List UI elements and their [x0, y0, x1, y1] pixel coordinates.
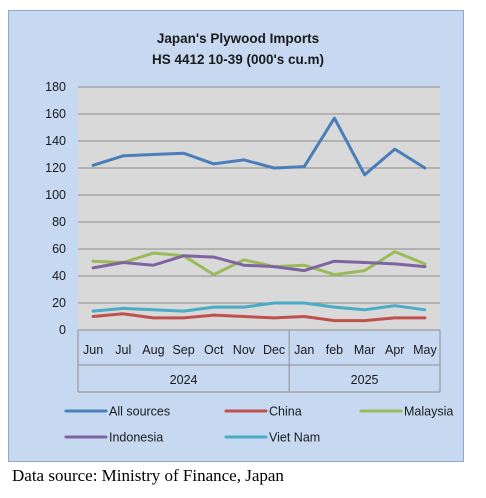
x-tick-label: Jul — [115, 343, 131, 357]
x-tick-label: Nov — [233, 343, 256, 357]
data-source-note: Data source: Ministry of Finance, Japan — [12, 466, 284, 485]
legend-label-viet-nam: Viet Nam — [269, 431, 320, 445]
x-tick-label: feb — [326, 343, 343, 357]
chart-subtitle: HS 4412 10-39 (000's cu.m) — [152, 52, 324, 67]
series-lines — [91, 116, 427, 323]
x-tick-label: May — [413, 343, 437, 357]
axes: 0 20 40 60 80 100 120 140 160 180 Jun Jul Aug Sep Oct N… — [45, 80, 441, 393]
x-tick-label: Dec — [263, 343, 285, 357]
series-line-viet-nam — [91, 301, 427, 313]
line-chart: Japan's Plywood Imports HS 4412 10-39 (0… — [45, 31, 453, 445]
legend-label-malaysia: Malaysia — [404, 405, 453, 419]
x-group-label: 2024 — [170, 373, 198, 387]
x-tick-label: Sep — [172, 343, 194, 357]
legend-label-indonesia: Indonesia — [109, 431, 163, 445]
y-tick-label: 100 — [45, 188, 66, 202]
series-line-china — [91, 312, 427, 323]
x-tick-label: Aug — [142, 343, 164, 357]
series-line-malaysia — [91, 250, 427, 277]
y-tick-label: 60 — [52, 242, 66, 256]
x-tick-label: Oct — [204, 343, 224, 357]
legend-label-china: China — [269, 405, 302, 419]
x-tick-label: Jan — [294, 343, 314, 357]
y-tick-label: 20 — [52, 296, 66, 310]
x-tick-label: Apr — [385, 343, 404, 357]
y-tick-label: 0 — [59, 323, 66, 337]
x-tick-label: Mar — [354, 343, 376, 357]
y-tick-label: 80 — [52, 215, 66, 229]
chart-title: Japan's Plywood Imports — [157, 31, 319, 46]
y-tick-label: 160 — [45, 107, 66, 121]
y-tick-label: 140 — [45, 134, 66, 148]
x-tick-label: Jun — [83, 343, 103, 357]
y-tick-label: 180 — [45, 80, 66, 94]
x-group-label: 2025 — [351, 373, 379, 387]
legend: All sources China Malaysia Indonesia Viet Na… — [64, 405, 453, 445]
legend-label-all-sources: All sources — [109, 405, 170, 419]
plot-area — [78, 87, 440, 330]
series-line-indonesia — [91, 254, 427, 273]
series-line-all-sources — [91, 116, 427, 177]
y-tick-label: 120 — [45, 161, 66, 175]
y-tick-label: 40 — [52, 269, 66, 283]
